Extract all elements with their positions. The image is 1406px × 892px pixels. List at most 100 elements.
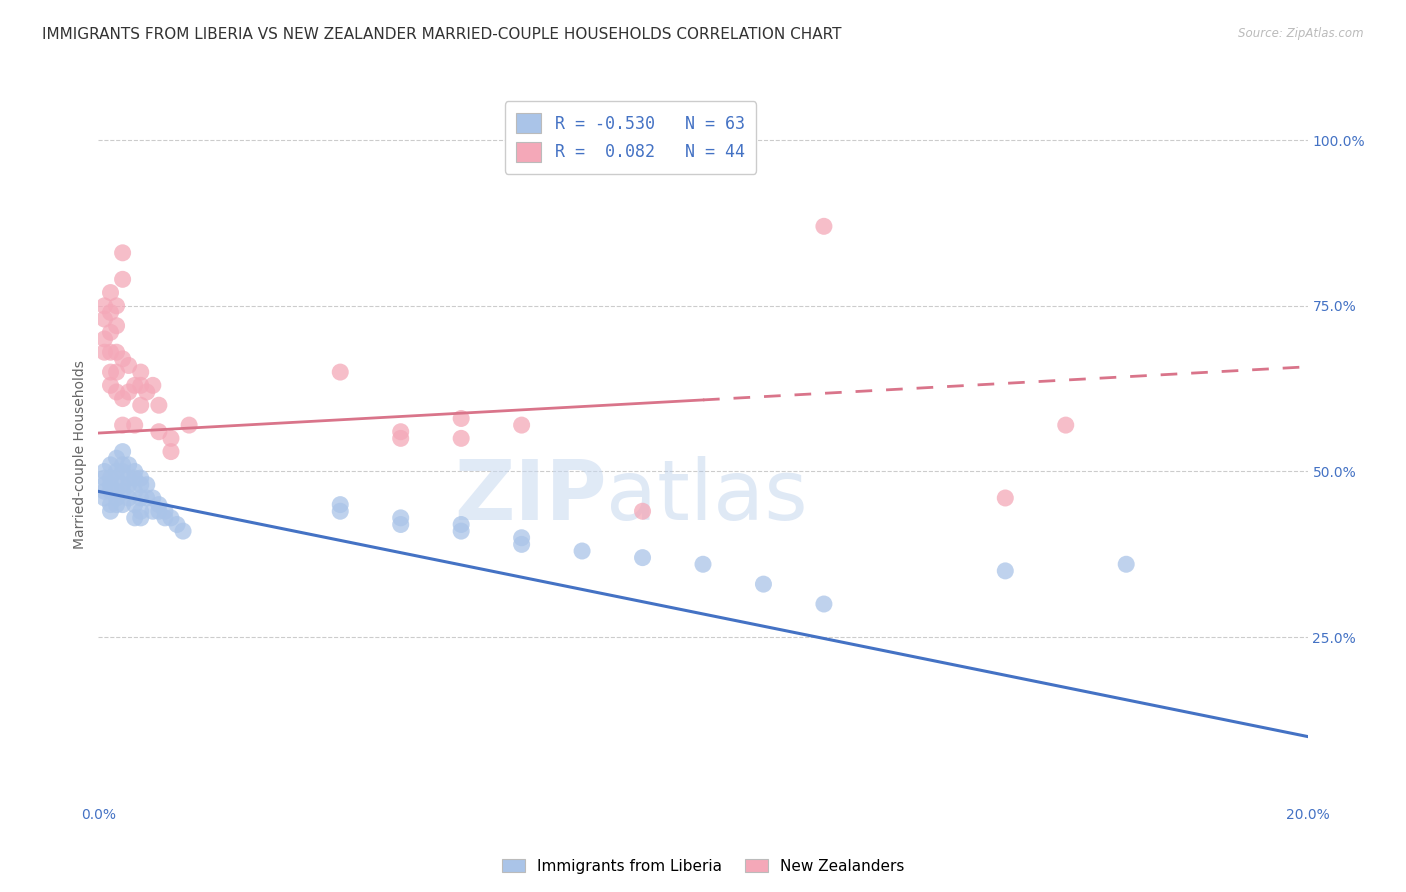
Point xyxy=(752,577,775,591)
Point xyxy=(142,504,165,518)
Point xyxy=(571,544,593,558)
Point xyxy=(118,458,141,472)
Point xyxy=(93,299,115,313)
Point xyxy=(450,517,472,532)
Point xyxy=(129,491,152,505)
Point xyxy=(692,558,714,572)
Text: IMMIGRANTS FROM LIBERIA VS NEW ZEALANDER MARRIED-COUPLE HOUSEHOLDS CORRELATION C: IMMIGRANTS FROM LIBERIA VS NEW ZEALANDER… xyxy=(42,27,842,42)
Point xyxy=(100,285,122,300)
Text: Source: ZipAtlas.com: Source: ZipAtlas.com xyxy=(1239,27,1364,40)
Point xyxy=(93,484,115,499)
Point xyxy=(105,299,128,313)
Point xyxy=(105,491,128,505)
Point xyxy=(111,444,134,458)
Text: ZIP: ZIP xyxy=(454,456,606,537)
Point xyxy=(129,378,152,392)
Point xyxy=(105,471,128,485)
Point xyxy=(111,465,134,479)
Point xyxy=(994,564,1017,578)
Point xyxy=(118,471,141,485)
Point xyxy=(142,491,165,505)
Point xyxy=(100,498,122,512)
Point xyxy=(631,504,654,518)
Point xyxy=(111,458,134,472)
Point xyxy=(118,491,141,505)
Point xyxy=(93,312,115,326)
Point xyxy=(124,465,146,479)
Point xyxy=(124,484,146,499)
Point xyxy=(93,345,115,359)
Point xyxy=(389,517,412,532)
Point xyxy=(118,477,141,491)
Point xyxy=(129,511,152,525)
Point xyxy=(1115,558,1137,572)
Point xyxy=(129,365,152,379)
Point xyxy=(450,524,472,538)
Point xyxy=(100,471,122,485)
Point xyxy=(179,418,201,433)
Point xyxy=(100,458,122,472)
Point xyxy=(153,511,176,525)
Point xyxy=(148,504,170,518)
Point xyxy=(111,498,134,512)
Point xyxy=(105,365,128,379)
Point xyxy=(389,425,412,439)
Point xyxy=(93,477,115,491)
Point xyxy=(450,431,472,445)
Point xyxy=(100,477,122,491)
Y-axis label: Married-couple Households: Married-couple Households xyxy=(73,360,87,549)
Point xyxy=(813,219,835,234)
Point xyxy=(111,477,134,491)
Point xyxy=(105,451,128,466)
Point xyxy=(135,384,157,399)
Point xyxy=(124,471,146,485)
Point xyxy=(153,504,176,518)
Point xyxy=(100,326,122,340)
Point xyxy=(135,477,157,491)
Point xyxy=(148,398,170,412)
Point xyxy=(631,550,654,565)
Point xyxy=(105,465,128,479)
Point xyxy=(100,345,122,359)
Point xyxy=(389,431,412,445)
Point xyxy=(124,511,146,525)
Point xyxy=(111,484,134,499)
Point xyxy=(100,378,122,392)
Point xyxy=(129,471,152,485)
Point xyxy=(111,351,134,366)
Point xyxy=(329,365,352,379)
Point xyxy=(105,484,128,499)
Point xyxy=(148,425,170,439)
Point xyxy=(111,392,134,406)
Point xyxy=(100,365,122,379)
Point xyxy=(129,504,152,518)
Point xyxy=(118,384,141,399)
Point xyxy=(129,398,152,412)
Point xyxy=(329,498,352,512)
Point xyxy=(118,359,141,373)
Point xyxy=(1054,418,1077,433)
Point xyxy=(93,332,115,346)
Point xyxy=(111,245,134,260)
Point xyxy=(105,345,128,359)
Point xyxy=(450,411,472,425)
Point xyxy=(93,465,115,479)
Point xyxy=(994,491,1017,505)
Point xyxy=(111,418,134,433)
Text: atlas: atlas xyxy=(606,456,808,537)
Point xyxy=(124,498,146,512)
Point xyxy=(124,378,146,392)
Point xyxy=(124,418,146,433)
Point xyxy=(105,318,128,333)
Point xyxy=(105,498,128,512)
Point xyxy=(510,531,533,545)
Point xyxy=(93,491,115,505)
Point xyxy=(160,511,183,525)
Point xyxy=(148,498,170,512)
Point xyxy=(100,504,122,518)
Point xyxy=(142,378,165,392)
Point xyxy=(100,484,122,499)
Point xyxy=(510,418,533,433)
Point xyxy=(389,511,412,525)
Point xyxy=(813,597,835,611)
